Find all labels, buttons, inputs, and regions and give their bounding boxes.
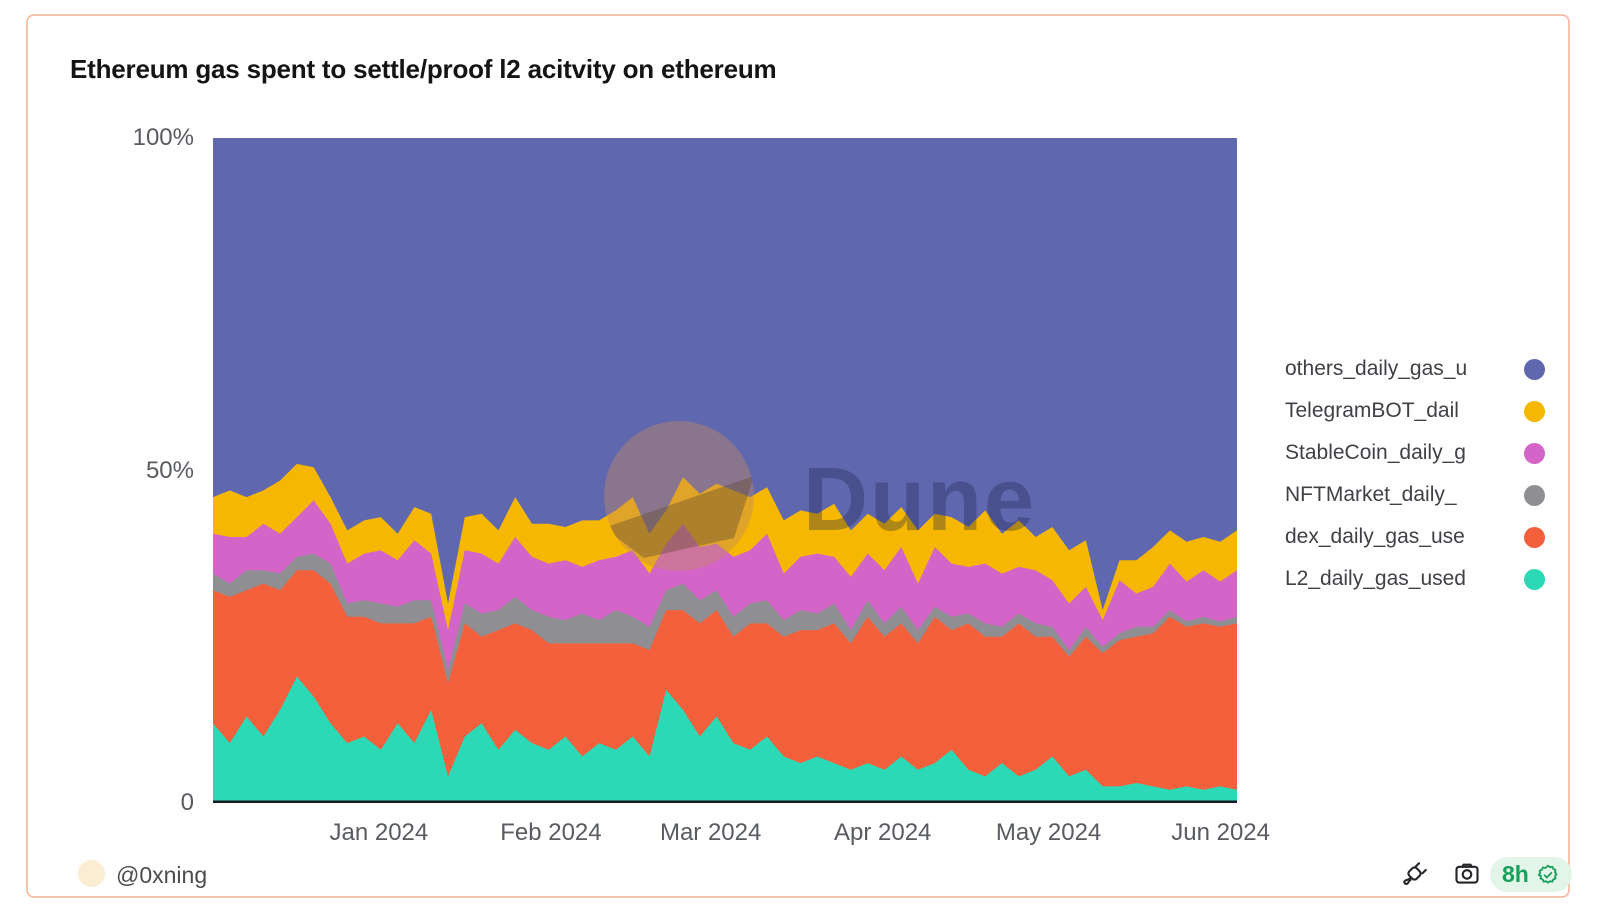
chart-legend: others_daily_gas_u TelegramBOT_dail Stable…	[1285, 348, 1545, 600]
plug-icon	[1403, 862, 1427, 886]
verified-icon	[1537, 864, 1558, 884]
legend-color-dot	[1524, 484, 1545, 506]
legend-label: L2_daily_gas_used	[1285, 567, 1466, 590]
author-link[interactable]: @0xning	[116, 862, 208, 888]
legend-item-NFTMarket_daily_[interactable]: NFTMarket_daily_	[1285, 474, 1545, 516]
chart-title: Ethereum gas spent to settle/proof l2 ac…	[70, 54, 777, 84]
refresh-age: 8h	[1502, 861, 1529, 887]
legend-item-StableCoin_daily_g[interactable]: StableCoin_daily_g	[1285, 432, 1545, 474]
y-tick: 50%	[145, 456, 194, 484]
legend-color-dot	[1524, 526, 1545, 548]
refresh-badge[interactable]: 8h	[1490, 857, 1572, 892]
stacked-area-chart: Dune	[213, 138, 1237, 803]
legend-label: others_daily_gas_u	[1285, 357, 1468, 380]
areas-group	[213, 138, 1237, 803]
area-L2_daily_gas_used[interactable]	[213, 676, 1237, 803]
legend-item-dex_daily_gas_use[interactable]: dex_daily_gas_use	[1285, 516, 1545, 558]
x-tick: May 2024	[995, 819, 1102, 846]
legend-color-dot	[1524, 400, 1545, 422]
y-tick: 100%	[132, 124, 194, 151]
screenshot-button[interactable]	[1452, 859, 1482, 889]
legend-item-L2_daily_gas_used[interactable]: L2_daily_gas_used	[1285, 558, 1545, 600]
watermark-text: Dune	[803, 450, 1036, 550]
dune-watermark: Dune	[604, 421, 1036, 571]
legend-color-dot	[1524, 442, 1545, 464]
legend-color-dot	[1524, 358, 1545, 380]
y-axis: 100% 50% 0	[94, 124, 194, 816]
legend-label: TelegramBOT_dail	[1285, 399, 1459, 422]
legend-label: StableCoin_daily_g	[1285, 441, 1466, 464]
legend-color-dot	[1524, 568, 1545, 590]
x-axis: Jan 2024 Feb 2024 Mar 2024 Apr 2024 May 2024…	[213, 819, 1270, 849]
x-axis-line	[213, 800, 1237, 803]
x-tick: Apr 2024	[833, 819, 932, 846]
avatar	[78, 860, 105, 887]
legend-label: NFTMarket_daily_	[1285, 483, 1457, 506]
plot-area[interactable]: Dune	[213, 138, 1237, 803]
legend-item-TelegramBOT_dail[interactable]: TelegramBOT_dail	[1285, 390, 1545, 432]
legend-label: dex_daily_gas_use	[1285, 525, 1465, 548]
legend-item-others_daily_gas_u[interactable]: others_daily_gas_u	[1285, 348, 1545, 390]
camera-icon	[1455, 863, 1479, 884]
x-tick: Mar 2024	[659, 819, 762, 846]
chart-card: Ethereum gas spent to settle/proof l2 ac…	[26, 14, 1572, 898]
x-tick: Jun 2024	[1171, 819, 1270, 846]
x-tick: Feb 2024	[500, 819, 602, 846]
y-tick: 0	[180, 789, 194, 816]
embed-button[interactable]	[1400, 859, 1430, 889]
x-tick: Jan 2024	[329, 819, 429, 846]
